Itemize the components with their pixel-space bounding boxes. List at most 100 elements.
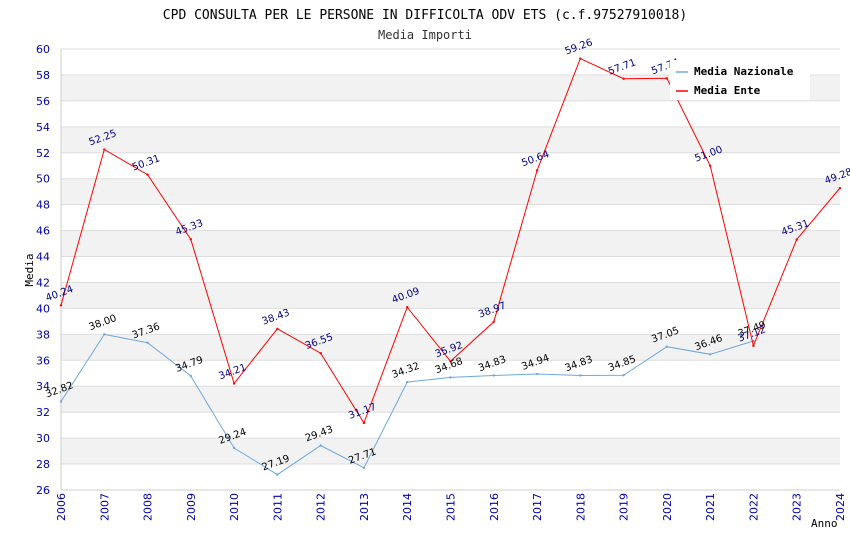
grid-band bbox=[61, 386, 840, 413]
data-point bbox=[232, 382, 236, 385]
y-tick-label: 56 bbox=[36, 95, 50, 108]
y-tick-label: 50 bbox=[36, 173, 50, 186]
grid-band bbox=[61, 152, 840, 179]
grid-band bbox=[61, 204, 840, 231]
series-group bbox=[59, 57, 842, 476]
x-tick-label: 2011 bbox=[271, 493, 284, 521]
data-point bbox=[535, 372, 539, 376]
x-tick-label: 2017 bbox=[531, 493, 544, 521]
data-point bbox=[665, 77, 669, 80]
x-tick-label: 2023 bbox=[791, 493, 804, 521]
x-axis-label: Anno bbox=[811, 517, 838, 530]
x-tick-label: 2007 bbox=[98, 493, 111, 521]
y-tick-label: 32 bbox=[36, 406, 50, 419]
data-point bbox=[838, 186, 842, 190]
grid-band bbox=[61, 126, 840, 153]
y-tick-label: 36 bbox=[36, 354, 50, 367]
x-tick-label: 2009 bbox=[185, 493, 198, 521]
y-tick-label: 40 bbox=[36, 302, 50, 315]
legend-background bbox=[670, 60, 810, 100]
x-tick-label: 2020 bbox=[661, 493, 674, 521]
x-tick-label: 2013 bbox=[358, 493, 371, 521]
x-tick-label: 2018 bbox=[574, 493, 587, 521]
data-point bbox=[492, 374, 495, 377]
x-tick-label: 2021 bbox=[704, 493, 717, 521]
data-point bbox=[449, 360, 452, 363]
data-point bbox=[406, 306, 409, 309]
x-tick-label: 2014 bbox=[401, 493, 414, 521]
data-point bbox=[189, 374, 193, 378]
x-axis-ticks: 2006 2007 2008 2009 2010 2011 2012 2013 2014 2015… bbox=[55, 493, 847, 521]
y-tick-label: 38 bbox=[36, 328, 50, 341]
data-point bbox=[59, 304, 63, 307]
data-point bbox=[579, 374, 582, 377]
data-point bbox=[146, 341, 149, 344]
data-point bbox=[362, 466, 366, 470]
grid-band bbox=[61, 178, 840, 205]
data-point bbox=[449, 376, 452, 379]
y-tick-label: 46 bbox=[36, 225, 50, 238]
y-tick-label: 60 bbox=[36, 43, 50, 56]
y-tick-label: 28 bbox=[36, 458, 50, 471]
y-tick-label: 42 bbox=[36, 276, 50, 289]
data-point bbox=[319, 351, 322, 355]
data-point bbox=[276, 473, 279, 476]
data-point bbox=[708, 164, 712, 167]
data-point bbox=[752, 344, 755, 347]
data-point bbox=[103, 333, 106, 336]
grid-band bbox=[61, 334, 840, 361]
grid-band bbox=[61, 282, 840, 309]
y-tick-label: 26 bbox=[36, 484, 50, 497]
data-point bbox=[232, 446, 236, 450]
data-point bbox=[406, 380, 409, 384]
data-point bbox=[492, 320, 495, 323]
y-tick-label: 52 bbox=[36, 147, 50, 160]
legend-label-media-ente: Media Ente bbox=[694, 84, 761, 97]
data-point bbox=[622, 77, 625, 80]
data-point bbox=[795, 238, 798, 241]
grid-band bbox=[61, 412, 840, 439]
data-point bbox=[146, 173, 149, 176]
data-point bbox=[189, 238, 193, 241]
y-tick-label: 54 bbox=[36, 121, 50, 134]
grid-bands bbox=[60, 48, 840, 491]
data-point bbox=[622, 374, 625, 377]
x-tick-label: 2012 bbox=[315, 493, 328, 521]
legend: Media Nazionale Media Ente bbox=[670, 60, 810, 100]
x-tick-label: 2019 bbox=[618, 493, 631, 521]
grid-band bbox=[61, 230, 840, 257]
y-axis-ticks: 26 28 30 32 34 36 38 40 42 44 46 48 50 52 54 56 58 60 bbox=[36, 43, 50, 497]
y-tick-label: 48 bbox=[36, 199, 50, 212]
data-point bbox=[708, 353, 712, 356]
x-tick-label: 2010 bbox=[228, 493, 241, 521]
chart-title: CPD CONSULTA PER LE PERSONE IN DIFFICOLT… bbox=[163, 8, 687, 23]
data-point bbox=[103, 148, 106, 151]
legend-label-media-nazionale: Media Nazionale bbox=[694, 65, 794, 78]
y-tick-label: 58 bbox=[36, 69, 50, 82]
grid-band bbox=[61, 256, 840, 283]
data-point bbox=[579, 57, 582, 60]
data-point bbox=[276, 327, 279, 330]
data-point bbox=[362, 421, 366, 425]
y-tick-label: 30 bbox=[36, 432, 50, 445]
grid-band bbox=[61, 308, 840, 335]
x-tick-label: 2008 bbox=[142, 493, 155, 521]
x-tick-label: 2006 bbox=[55, 493, 68, 521]
x-tick-label: 2016 bbox=[488, 493, 501, 521]
grid-band bbox=[61, 438, 840, 465]
x-tick-label: 2024 bbox=[834, 493, 847, 521]
y-axis-label: Media bbox=[23, 253, 36, 286]
grid-band bbox=[61, 100, 840, 127]
x-tick-label: 2015 bbox=[445, 493, 458, 521]
grid-band bbox=[61, 360, 840, 387]
chart-subtitle: Media Importi bbox=[378, 28, 472, 42]
data-point bbox=[59, 400, 63, 403]
x-tick-label: 2022 bbox=[747, 493, 760, 521]
y-tick-label: 34 bbox=[36, 380, 50, 393]
data-point bbox=[319, 444, 322, 447]
data-point bbox=[535, 169, 539, 172]
data-point bbox=[665, 345, 669, 348]
y-tick-label: 44 bbox=[36, 251, 50, 264]
grid-band bbox=[61, 464, 840, 490]
